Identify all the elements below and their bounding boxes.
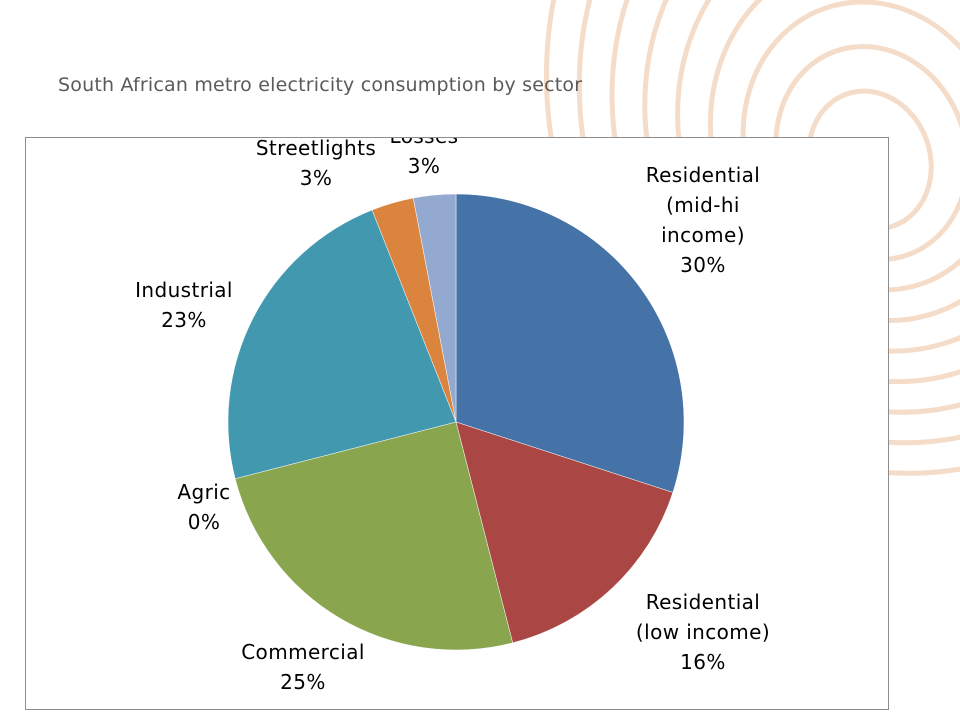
slice-label: Residential (low income) 16% [636,590,770,674]
slice-label-line: Residential [646,590,761,614]
pie-slice [412,193,457,423]
slice-label: Agric 0% [177,480,230,534]
slice-label-line: (low income) [636,620,770,644]
slice-label-line: 3% [408,154,441,178]
slice-label-line: Commercial [241,640,365,664]
slice-label-line: Losses [390,138,459,148]
slice-label: Residential (mid-hi income) 30% [646,163,761,277]
pie-slice [455,421,674,644]
slice-label: Losses 3% [390,138,459,178]
slice-label-line: 23% [161,308,207,332]
slice-label-line: 0% [188,510,221,534]
slice-label: Commercial 25% [241,640,365,694]
slice-label-line: Industrial [135,278,233,302]
slide-title: South African metro electricity consumpt… [58,74,583,96]
slice-label-line: 25% [280,670,326,694]
pie-slice [234,421,514,651]
chart-area: Residential (mid-hi income) 30% Residential (… [25,137,889,710]
slice-label-line: 16% [680,650,726,674]
slice-label-line: (mid-hi [666,193,740,217]
slice-label-line: Agric [177,480,230,504]
pie-chart: Residential (mid-hi income) 30% Residential (… [135,138,770,694]
slice-label-line: Streetlights [256,138,376,160]
slice-label-line: 3% [300,166,333,190]
slice-label-line: 30% [680,253,726,277]
slice-label: Streetlights 3% [256,138,376,190]
slice-label-line: income) [661,223,745,247]
slice-label: Industrial 23% [135,278,233,332]
slice-label-line: Residential [646,163,761,187]
pie-slice [455,193,685,493]
pie-slice [227,209,457,480]
